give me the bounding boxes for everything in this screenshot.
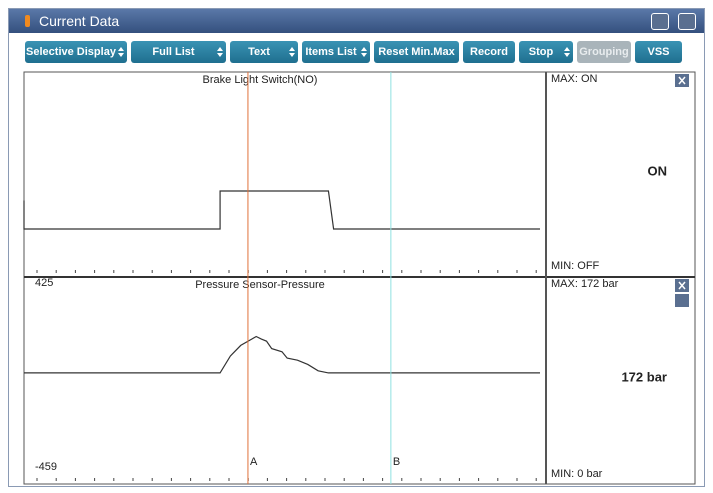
trace <box>23 190 540 230</box>
trace <box>24 335 540 374</box>
min-label: MIN: OFF <box>551 260 600 272</box>
toolbar-button[interactable]: Full List <box>131 41 226 63</box>
window: Current Data Selective Display Full List T… <box>8 8 705 487</box>
current-value: ON <box>648 163 668 178</box>
toolbar-button[interactable]: VSS <box>635 41 682 63</box>
current-value: 172 bar <box>621 369 667 384</box>
toolbar-button[interactable]: Selective Display <box>25 41 127 63</box>
min-label: MIN: 0 bar <box>551 468 603 480</box>
button-label: Selective Display <box>26 46 116 58</box>
button-label: Items List <box>305 46 357 58</box>
button-label: Reset Min.Max <box>378 46 455 58</box>
toolbar-button[interactable]: Stop <box>519 41 573 63</box>
y-tick-label: -459 <box>35 461 57 473</box>
graph-title: Brake Light Switch(NO) <box>203 74 318 86</box>
button-label: Grouping <box>579 46 629 58</box>
reorder-button[interactable] <box>675 294 689 307</box>
max-label: MAX: 172 bar <box>551 278 619 290</box>
graph-title: Pressure Sensor-Pressure <box>195 279 325 291</box>
button-label: Text <box>248 46 270 58</box>
toolbar-button[interactable]: Reset Min.Max <box>374 41 459 63</box>
window-title: Current Data <box>39 13 120 29</box>
cursor-label: B <box>393 456 400 468</box>
retry-icon[interactable] <box>651 13 669 30</box>
toolbar-button[interactable]: Items List <box>302 41 370 63</box>
toolbar: Selective Display Full List Text Items List… <box>9 39 704 65</box>
toolbar-button[interactable]: Record <box>463 41 515 63</box>
button-label: Stop <box>528 46 554 58</box>
title-bar: Current Data <box>9 9 704 33</box>
window-icon <box>25 15 30 27</box>
max-label: MAX: ON <box>551 73 598 85</box>
button-label: Record <box>470 46 508 58</box>
close-icon <box>678 76 686 85</box>
toolbar-button[interactable]: Text <box>230 41 298 63</box>
button-label: VSS <box>647 46 670 58</box>
cursor-label: A <box>250 456 258 468</box>
toolbar-button: Grouping <box>577 41 631 63</box>
restore-icon[interactable] <box>678 13 696 30</box>
close-icon <box>678 281 686 290</box>
button-label: Full List <box>152 46 195 58</box>
y-tick-label: 425 <box>35 277 53 289</box>
